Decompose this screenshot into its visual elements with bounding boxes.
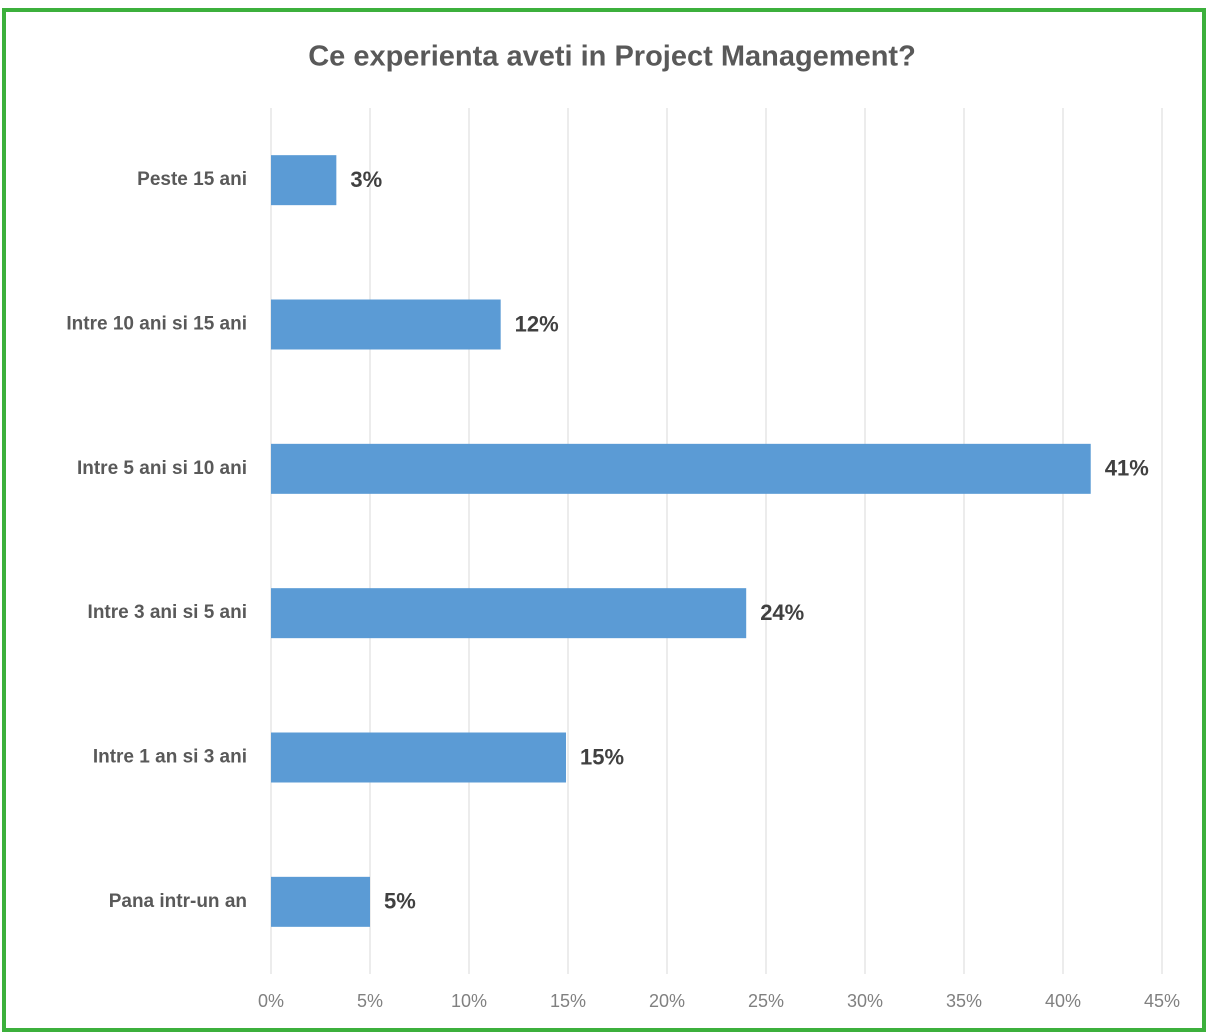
chart-title: Ce experienta aveti in Project Managemen… bbox=[308, 41, 916, 73]
x-tick-label: 40% bbox=[1045, 991, 1081, 1011]
bar bbox=[271, 876, 370, 927]
y-tick-label: Intre 3 ani si 5 ani bbox=[88, 602, 247, 623]
value-label: 3% bbox=[350, 167, 382, 192]
x-tick-label: 45% bbox=[1144, 991, 1180, 1011]
y-tick-label: Intre 1 an si 3 ani bbox=[93, 747, 247, 768]
value-label: 41% bbox=[1105, 456, 1149, 481]
y-tick-label: Peste 15 ani bbox=[137, 169, 247, 190]
value-label: 15% bbox=[580, 744, 624, 769]
bar bbox=[271, 732, 567, 783]
value-label: 5% bbox=[384, 889, 416, 914]
y-tick-label: Pana intr-un an bbox=[109, 891, 247, 912]
value-label: 12% bbox=[515, 311, 559, 336]
y-tick-label: Intre 5 ani si 10 ani bbox=[77, 458, 247, 479]
x-tick-label: 25% bbox=[748, 991, 784, 1011]
bar bbox=[271, 155, 337, 206]
value-label: 24% bbox=[760, 600, 804, 625]
x-tick-label: 20% bbox=[649, 991, 685, 1011]
x-tick-label: 10% bbox=[451, 991, 487, 1011]
x-tick-label: 5% bbox=[357, 991, 383, 1011]
y-tick-label: Intre 10 ani si 15 ani bbox=[66, 314, 247, 335]
x-tick-label: 30% bbox=[847, 991, 883, 1011]
bar bbox=[271, 443, 1091, 494]
x-tick-label: 35% bbox=[946, 991, 982, 1011]
bar bbox=[271, 299, 501, 350]
frame bbox=[2, 8, 1206, 1032]
x-tick-label: 15% bbox=[550, 991, 586, 1011]
bar bbox=[271, 588, 747, 639]
x-tick-label: 0% bbox=[258, 991, 284, 1011]
